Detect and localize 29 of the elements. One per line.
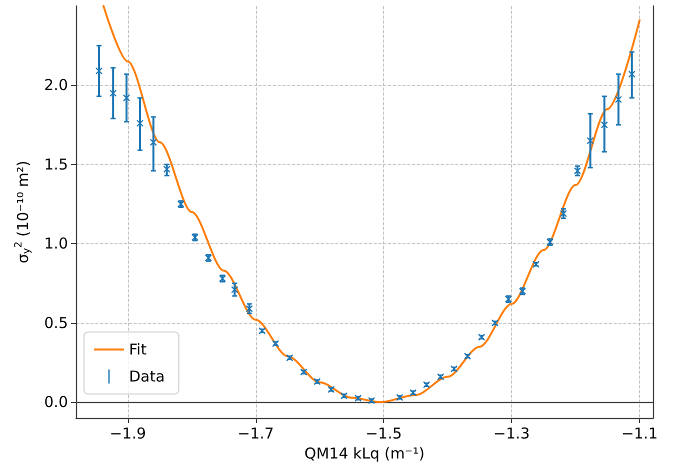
point (560, 210, 568, 218)
legend-label: Data (129, 368, 165, 386)
point (600, 121, 608, 128)
x-tick-label: −1.3 (493, 424, 530, 442)
y-tick-label: 1.5 (44, 155, 68, 174)
point (95, 67, 103, 75)
point (110, 90, 117, 97)
line-series (102, 5, 641, 404)
point (628, 70, 636, 78)
point (246, 305, 253, 312)
x-tick-label: −1.9 (110, 424, 146, 442)
x-axis-title: QM14 kLq (m⁻¹) (304, 444, 425, 462)
point (163, 166, 170, 173)
x-tick-label: −1.7 (238, 424, 274, 442)
point (150, 138, 157, 146)
point (574, 167, 582, 174)
legend-label: Fit (129, 340, 147, 358)
x-tick-label: −1.5 (365, 424, 402, 442)
y-tick-label: 0.0 (44, 393, 68, 412)
point (231, 286, 238, 294)
y-axis-title: σy2 (10⁻¹⁰ m²) (14, 160, 32, 264)
point (122, 94, 130, 102)
y-tick-label: 2.0 (44, 76, 68, 94)
point (614, 96, 622, 104)
point (586, 137, 594, 144)
y-tick-label: 0.5 (44, 314, 68, 332)
y-tick-label: 1.0 (44, 234, 68, 253)
point (136, 120, 144, 127)
x-tick-label: −1.1 (621, 424, 658, 442)
